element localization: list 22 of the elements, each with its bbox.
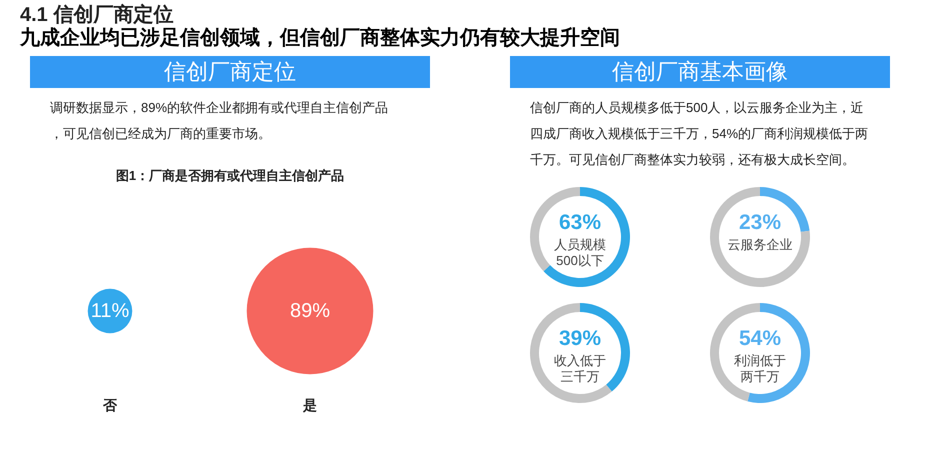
text: 信创厂商基本画像 [612, 59, 788, 84]
category-label: 是 [302, 397, 317, 413]
donut-slice [544, 187, 630, 287]
category-label: 否 [102, 397, 118, 413]
data-label: 89% [290, 300, 330, 322]
data-label: 39% [558, 327, 602, 350]
text: 人员规模500以下 [554, 237, 606, 268]
data-label: 23% [738, 211, 782, 234]
donut-slice [710, 187, 810, 287]
text: 调研数据显示，89%的软件企业都拥有或代理自主信创产品，可见信创已经成为厂商的重要市场。 [50, 100, 388, 141]
text: 利润低于两千万 [734, 353, 786, 384]
text: 收入低于三千万 [554, 353, 606, 384]
text: 4.1 信创厂商定位 [20, 3, 174, 26]
text: 九成企业均已涉足信创领域，但信创厂商整体实力仍有较大提升空间 [19, 26, 620, 49]
text: 图1：厂商是否拥有或代理自主信创产品 [116, 168, 344, 183]
data-label: 54% [738, 327, 782, 350]
text: 信创厂商的人员规模多低于500人，以云服务企业为主，近四成厂商收入规模低于三千万，54%的厂商利润规模低于两千万。可见信创厂商整体实力较弱，还有极大成长空间。 [530, 100, 868, 167]
data-label: 63% [558, 211, 602, 234]
donut-slice [530, 303, 612, 403]
text: 云服务企业 [728, 237, 792, 252]
data-label: 11% [90, 300, 130, 322]
text: 信创厂商定位 [164, 59, 296, 84]
